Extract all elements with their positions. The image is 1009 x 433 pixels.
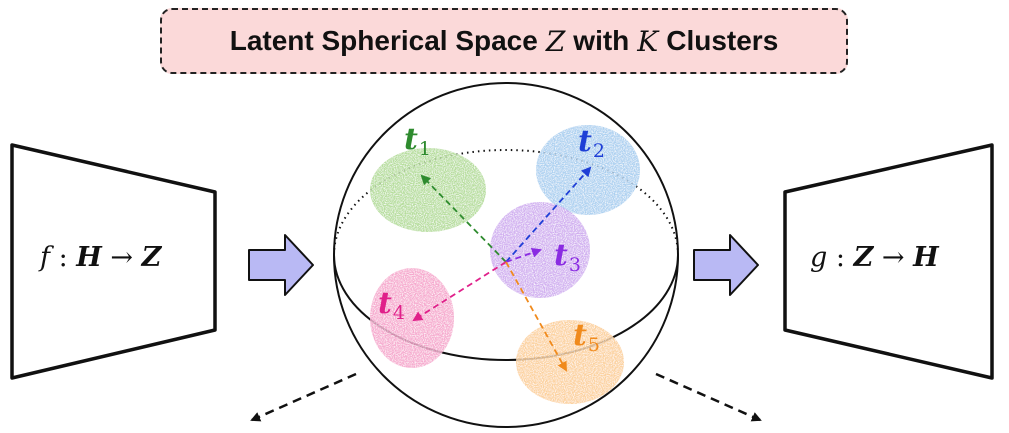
cluster-2-label: t2 bbox=[578, 124, 605, 162]
decoder-label: g : Z → H bbox=[810, 242, 939, 273]
sphere-to-decoder-arrow bbox=[693, 234, 759, 296]
encoder-label: f : H → Z bbox=[40, 242, 161, 273]
decoder-fn: g bbox=[810, 242, 828, 273]
vector-t2 bbox=[505, 166, 592, 263]
title-prefix: Latent Spherical Space bbox=[229, 25, 538, 56]
title-banner: Latent Spherical Space Z with K Clusters bbox=[160, 8, 848, 74]
vector-t5 bbox=[505, 261, 567, 372]
decoder-block bbox=[783, 143, 994, 380]
title-k-symbol: K bbox=[637, 24, 659, 58]
sphere-equator-back bbox=[333, 149, 679, 256]
encoder-arrow: → bbox=[110, 242, 134, 273]
title-suffix: Clusters bbox=[666, 25, 779, 56]
vector-t1 bbox=[420, 174, 507, 263]
vector-t3 bbox=[505, 247, 542, 263]
title-middle: with bbox=[573, 25, 630, 56]
cluster-5-label: t5 bbox=[573, 318, 600, 356]
decoder-to: H bbox=[913, 242, 939, 273]
title-space-symbol: Z bbox=[545, 24, 566, 58]
encoder-fn: f bbox=[40, 242, 50, 273]
decoder-from: Z bbox=[853, 242, 874, 273]
encoder-block bbox=[10, 143, 217, 380]
vector-t4 bbox=[412, 261, 507, 322]
encoder-to: Z bbox=[141, 242, 162, 273]
cluster-3-label: t3 bbox=[554, 238, 581, 276]
encoder-from: H bbox=[76, 242, 102, 273]
output-arrow-right bbox=[655, 372, 762, 422]
cluster-4-label: t4 bbox=[378, 286, 405, 324]
cluster-4-blob bbox=[370, 268, 454, 368]
encoder-to-sphere-arrow bbox=[248, 234, 314, 296]
cluster-5-blob bbox=[516, 320, 624, 404]
encoder-colon: : bbox=[58, 242, 68, 273]
cluster-1-blob bbox=[370, 148, 486, 232]
cluster-1-label: t1 bbox=[404, 122, 431, 160]
sphere-equator-front bbox=[333, 254, 679, 361]
decoder-colon: : bbox=[835, 242, 845, 273]
decoder-arrow: → bbox=[881, 242, 905, 273]
output-arrow-left bbox=[250, 372, 357, 422]
